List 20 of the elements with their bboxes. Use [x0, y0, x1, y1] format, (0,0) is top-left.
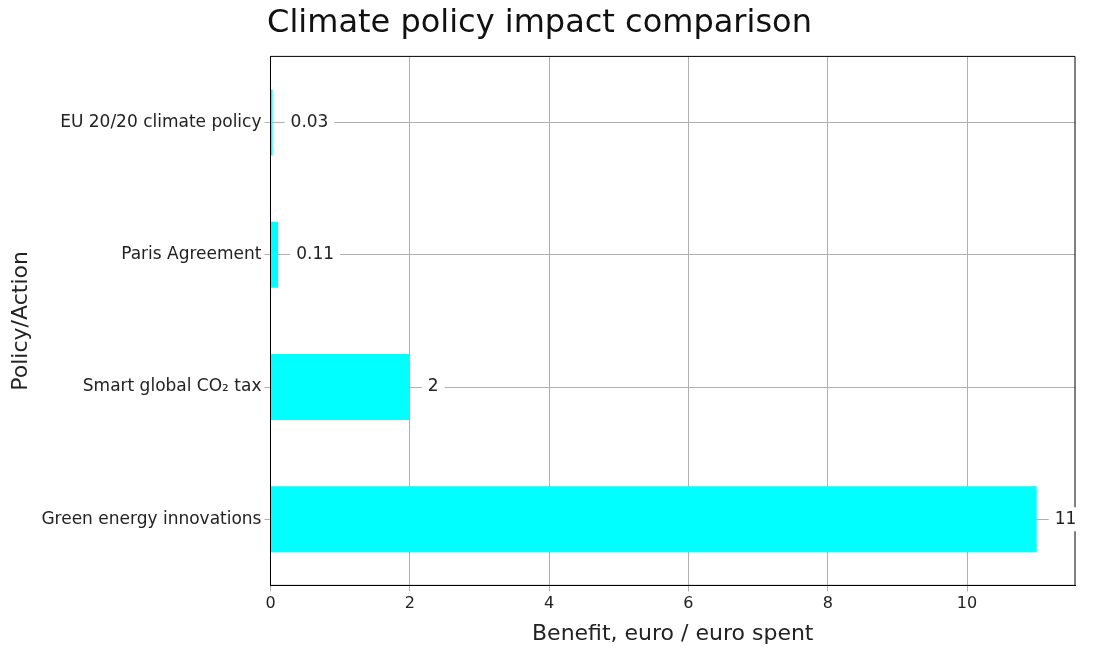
- x-tick-label: 6: [683, 593, 694, 613]
- data-label: 0.11: [296, 243, 335, 264]
- bar: [271, 486, 1037, 553]
- bar: [271, 221, 279, 288]
- bar: [271, 353, 410, 421]
- x-tick-label: 0: [265, 593, 276, 613]
- y-tick-label: EU 20/20 climate policy: [60, 110, 262, 131]
- x-tick-label: 4: [544, 593, 555, 613]
- x-tick-label: 10: [956, 593, 978, 613]
- x-axis-title: Benefit, euro / euro spent: [532, 619, 814, 645]
- chart-title: Climate policy impact comparison: [267, 1, 812, 40]
- x-tick-label: 2: [404, 593, 415, 613]
- data-label: 2: [427, 375, 439, 396]
- y-tick-label: Paris Agreement: [121, 243, 262, 264]
- data-label: 11: [1054, 507, 1077, 528]
- data-label: 0.03: [290, 110, 329, 131]
- y-tick-label: Smart global CO₂ tax: [82, 375, 262, 396]
- y-tick-label: Green energy innovations: [41, 507, 262, 528]
- y-axis-title: Policy/Action: [6, 251, 32, 391]
- x-tick-label: 8: [822, 593, 833, 613]
